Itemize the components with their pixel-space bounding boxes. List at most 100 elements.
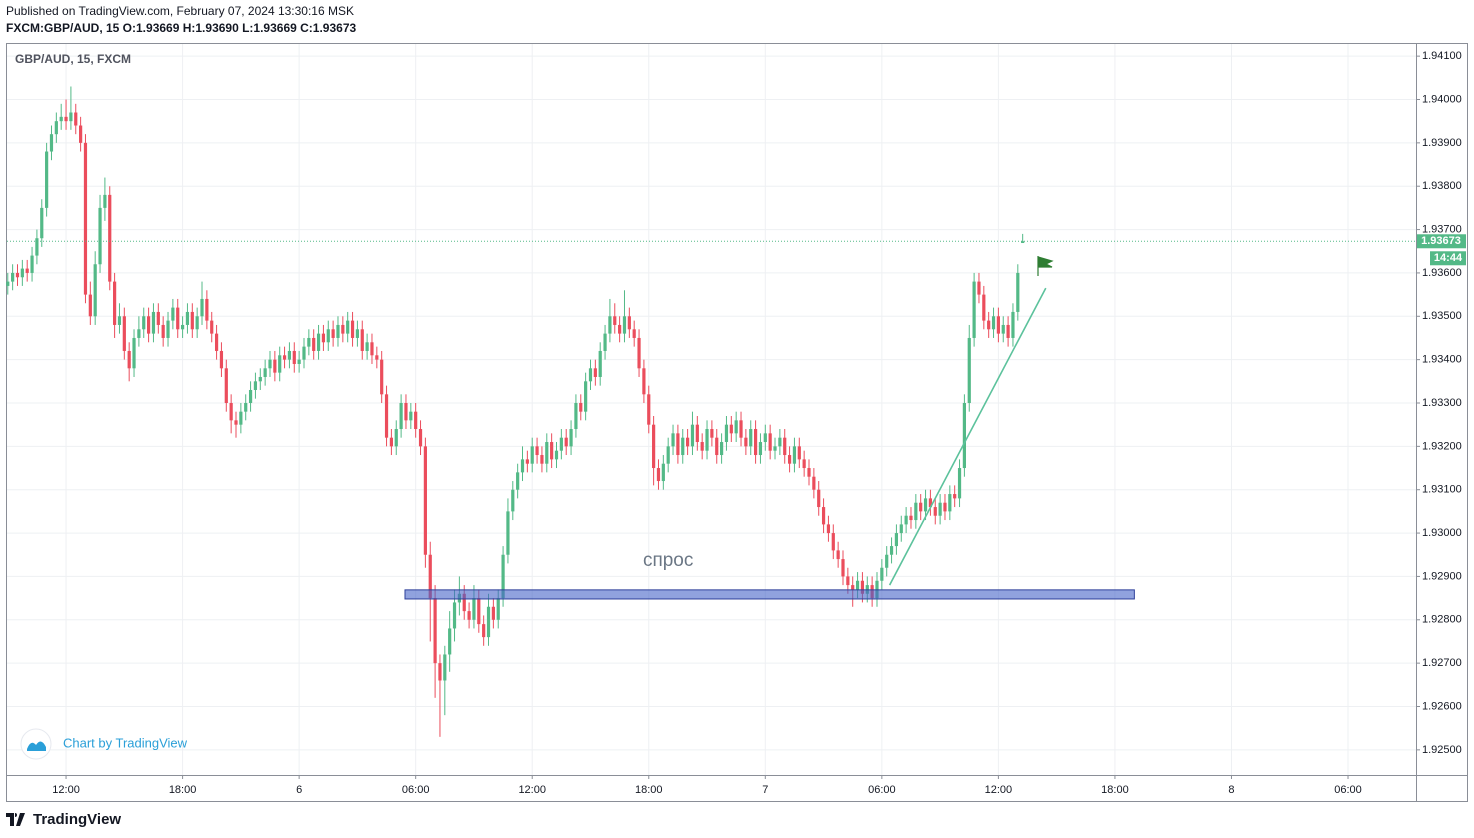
y-tick-label: 1.93000: [1422, 527, 1462, 539]
candle-body: [452, 602, 457, 629]
candle-body: [278, 355, 282, 373]
x-tick-label: 06:00: [868, 784, 896, 796]
symbol-title: GBP/AUD, 15, FXCM: [15, 52, 131, 66]
candle-body: [637, 337, 641, 369]
candle-body: [681, 437, 685, 456]
y-tick-label: 1.93500: [1422, 310, 1462, 322]
candle-body: [326, 329, 330, 343]
y-tick-label: 1.92600: [1422, 700, 1462, 712]
candle-body: [25, 268, 29, 273]
flag-icon: [1037, 256, 1054, 276]
candle-body: [433, 598, 437, 664]
candle-body: [904, 515, 908, 525]
candle-body: [520, 459, 525, 473]
candle-body: [889, 546, 894, 555]
candle-body: [375, 355, 379, 360]
ohlc-line: FXCM:GBP/AUD, 15 O:1.93669 H:1.93690 L:1…: [6, 21, 356, 35]
candle-body: [180, 324, 185, 330]
candle-body: [666, 446, 670, 464]
candle-body: [482, 624, 486, 638]
candle-body: [559, 437, 563, 451]
grid: [7, 44, 1416, 775]
candle-body: [365, 342, 369, 351]
watermark-logo: [20, 728, 52, 760]
candle-body: [797, 446, 801, 460]
candle-body: [715, 437, 719, 456]
candle-body: [661, 463, 665, 482]
candle-body: [831, 533, 835, 551]
last-price-label: 1.93673: [1421, 235, 1461, 247]
candle-body: [496, 598, 500, 620]
candle-body: [569, 429, 573, 447]
candle-body: [423, 446, 427, 555]
candle-body: [841, 559, 845, 577]
candle-body: [530, 446, 534, 464]
y-tick-label: 1.92800: [1422, 614, 1462, 626]
candle-body: [744, 437, 748, 447]
candle-body: [817, 489, 821, 508]
candle-body: [535, 446, 539, 456]
candle-body: [749, 429, 753, 447]
candle-body: [11, 272, 15, 282]
candle-body: [880, 567, 884, 581]
candle-body: [550, 442, 554, 460]
candle-body: [972, 281, 976, 338]
demand-zone: [404, 589, 1135, 600]
y-tick-label: 1.92500: [1422, 744, 1462, 756]
candle-body: [113, 281, 117, 325]
candle-body: [166, 320, 170, 338]
candle-body: [156, 311, 160, 325]
candle-body: [807, 468, 811, 477]
candle-body: [210, 320, 214, 334]
candle-body: [253, 381, 258, 390]
watermark-text: Chart by TradingView: [63, 735, 188, 750]
candle-body: [312, 337, 316, 351]
brand-name: TradingView: [33, 811, 121, 828]
candle-body: [885, 554, 889, 568]
candle-body: [647, 394, 651, 425]
candle-body: [146, 316, 151, 334]
candle-body: [705, 429, 709, 451]
candle-body: [409, 411, 413, 421]
candle-body: [122, 316, 126, 351]
candle-body: [753, 429, 758, 456]
candle-body: [448, 628, 452, 655]
candle-body: [380, 359, 384, 395]
candle-body: [200, 298, 204, 317]
candle-body: [516, 472, 520, 490]
candle-body: [297, 359, 301, 364]
candle-body: [618, 324, 622, 334]
candle-body: [1016, 272, 1020, 312]
candle-body: [219, 350, 224, 369]
candle-body: [49, 134, 54, 152]
y-tick-label: 1.93100: [1422, 484, 1462, 496]
candle-body: [899, 524, 903, 534]
candle-body: [846, 576, 850, 586]
candle-body: [511, 489, 515, 512]
candle-body: [268, 359, 272, 369]
x-tick-label: 18:00: [635, 784, 663, 796]
candle-body: [923, 498, 928, 512]
candle-body: [593, 368, 597, 377]
candle-body: [710, 429, 714, 438]
x-tick-label: 12:00: [985, 784, 1013, 796]
y-tick-label: 1.92900: [1422, 570, 1462, 582]
candle-body: [185, 311, 190, 325]
candle-body: [389, 437, 393, 447]
candle-body: [54, 121, 58, 135]
candle-body: [491, 606, 495, 620]
candle-body: [336, 324, 340, 338]
candle-body: [98, 207, 102, 265]
candle-body: [792, 446, 797, 464]
candle-body: [273, 359, 277, 373]
candle-body: [982, 294, 986, 321]
candle-body: [108, 194, 112, 282]
candle-body: [656, 468, 661, 482]
candle-body: [554, 450, 559, 460]
candle-body: [428, 554, 432, 599]
candle-body: [690, 424, 695, 447]
candle-body: [632, 329, 636, 338]
candle-body: [224, 368, 228, 403]
